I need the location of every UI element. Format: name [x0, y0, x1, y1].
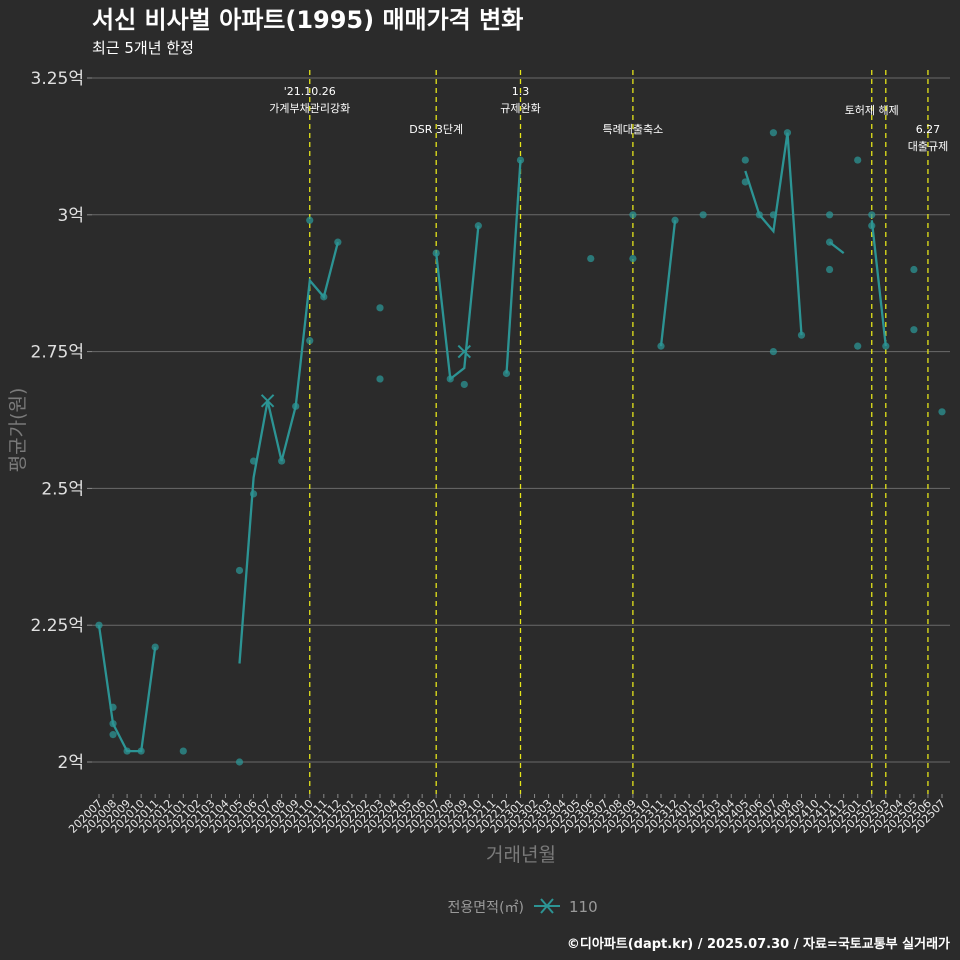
data-point-3: [109, 731, 117, 739]
legend-label-110: 110: [569, 898, 598, 916]
data-point-32: [741, 156, 749, 164]
data-point-27: [629, 211, 637, 219]
data-point-22: [460, 380, 468, 389]
series-line-segment-4: [659, 220, 677, 347]
data-point-49: [910, 326, 918, 334]
ytick-label-1: 2.25억: [31, 616, 85, 636]
event-label-2-1: 규제완화: [500, 102, 540, 115]
data-point-14: [306, 216, 314, 224]
x-axis-ticks: 2020072020082020092020102020112020122021…: [66, 794, 948, 836]
data-point-42: [826, 265, 834, 274]
data-point-25: [516, 156, 525, 164]
data-point-40: [826, 211, 834, 219]
series-110: [95, 129, 946, 766]
data-point-26: [587, 254, 595, 263]
event-label-0-0: '21.10.26: [284, 85, 336, 98]
data-point-6: [151, 643, 159, 651]
ytick-label-3: 2.75억: [31, 343, 85, 363]
data-point-19: [376, 375, 384, 383]
data-point-47: [882, 342, 890, 350]
series-line-segment-3: [505, 160, 522, 374]
series-line-segment-7: [870, 220, 887, 347]
data-point-43: [854, 156, 862, 164]
data-point-37: [769, 348, 778, 356]
event-label-6-0: 6.27: [916, 123, 941, 136]
chart-subtitle: 최근 5개년 한정: [92, 39, 194, 57]
ytick-label-0: 2억: [58, 753, 84, 773]
data-point-45: [868, 211, 876, 219]
data-point-9: [235, 758, 244, 766]
ytick-label-4: 3억: [58, 206, 84, 226]
series-line-segment-1: [238, 241, 340, 664]
data-point-7: [179, 747, 187, 755]
event-label-2-0: 1.3: [512, 85, 530, 98]
data-point-28: [629, 254, 637, 263]
event-label-6-1: 대출규제: [908, 140, 948, 153]
event-label-4-0: 토허제 해제: [845, 103, 899, 117]
x-marker-0-b: [260, 394, 275, 408]
data-point-44: [854, 342, 862, 350]
event-label-0-1: 가계부채관리강화: [269, 102, 350, 115]
chart-title: 서신 비사벌 아파트(1995) 매매가격 변화: [92, 6, 523, 34]
x-axis-label: 거래년월: [486, 844, 556, 866]
legend: 전용면적(㎡) 110: [448, 898, 598, 916]
series-line-segment-2: [435, 225, 480, 382]
series-line-segment-6: [828, 241, 845, 255]
data-point-48: [910, 265, 918, 274]
data-point-8: [235, 566, 244, 575]
footer-credit: ©디아파트(dapt.kr) / 2025.07.30 / 자료=국토교통부 실…: [567, 936, 950, 952]
event-label-3-0: 특례대출축소: [603, 123, 664, 136]
series-line-segment-5: [744, 132, 803, 336]
y-axis-label: 평균가(원): [7, 388, 29, 473]
data-point-18: [376, 304, 384, 312]
event-label-1-0: DSR 3단계: [409, 123, 463, 136]
y-axis-ticks: 2억 2.25억 2.5억 2.75억 3억 3.25억: [31, 69, 92, 773]
data-point-35: [769, 129, 778, 137]
legend-title: 전용면적(㎡): [448, 900, 524, 916]
data-point-17: [334, 238, 342, 246]
data-point-29: [657, 342, 665, 350]
series-line-segment-0: [97, 625, 157, 753]
data-point-30: [671, 216, 679, 224]
ytick-label-5: 3.25억: [31, 69, 85, 89]
data-point-15: [306, 337, 314, 345]
data-point-50: [938, 408, 946, 416]
x-marker-1-b: [457, 344, 472, 359]
data-point-31: [699, 211, 707, 219]
ytick-label-2: 2.5억: [41, 479, 84, 499]
